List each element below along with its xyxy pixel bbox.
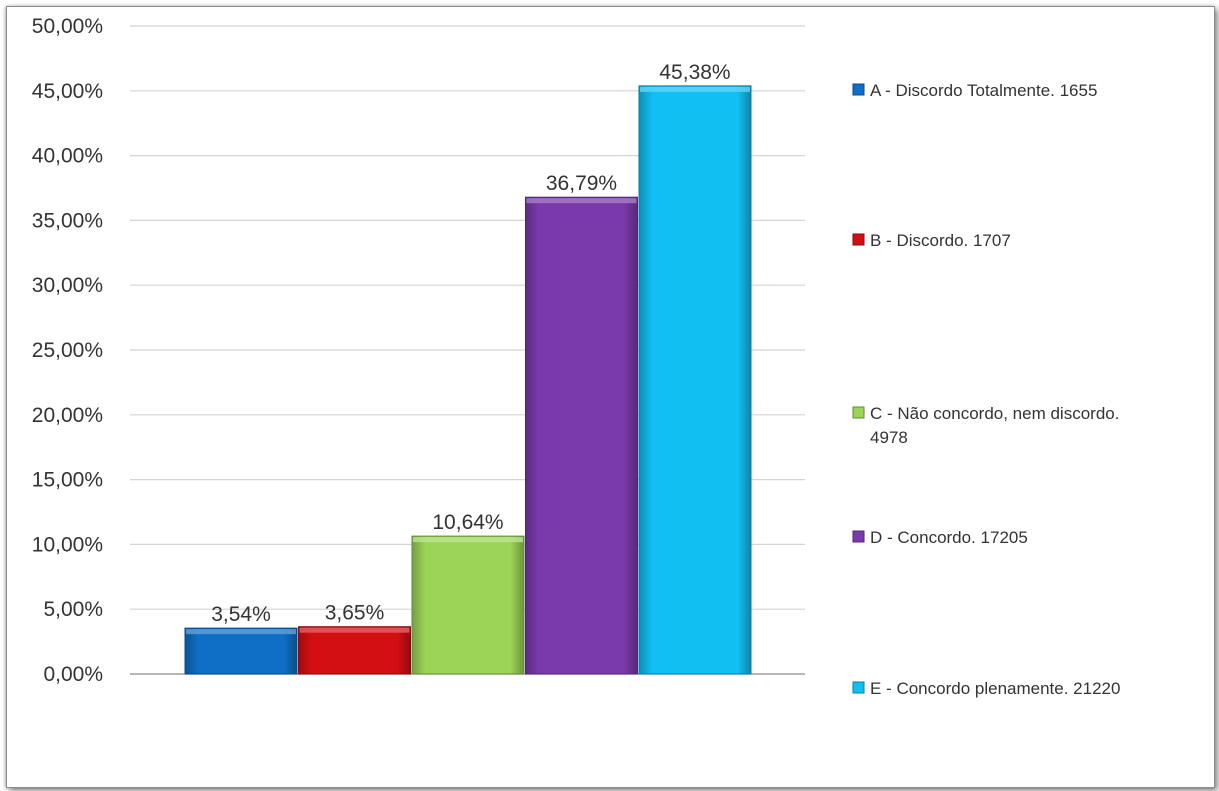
data-label-layer: 3,54% 3,65% 10,64% 36,79% 45,38% <box>211 61 730 626</box>
bar-highlight <box>299 627 410 633</box>
data-label: 36,79% <box>546 172 617 195</box>
legend-label: D - Concordo. 17205 <box>870 528 1028 547</box>
y-tick-label: 35,00% <box>32 209 103 232</box>
legend-item: A - Discordo Totalmente. 1655 <box>852 81 1097 100</box>
legend-label: E - Concordo plenamente. 21220 <box>870 679 1120 698</box>
y-tick-label: 50,00% <box>32 15 103 38</box>
y-axis-tick-labels: 0,00% 5,00% 10,00% 15,00% 20,00% 25,00% 30,00%… <box>32 15 103 686</box>
legend-item: D - Concordo. 17205 <box>852 528 1028 547</box>
data-label: 45,38% <box>659 61 730 84</box>
bar-highlight <box>186 629 296 635</box>
legend-swatch <box>852 83 865 96</box>
legend-label: B - Discordo. 1707 <box>870 231 1011 250</box>
y-tick-label: 40,00% <box>32 145 103 168</box>
legend-item: B - Discordo. 1707 <box>852 231 1011 250</box>
bar <box>525 196 638 675</box>
bar-highlight <box>526 198 637 204</box>
y-tick-label: 30,00% <box>32 274 103 297</box>
data-label: 3,54% <box>211 603 271 626</box>
legend-label: A - Discordo Totalmente. 1655 <box>870 81 1097 100</box>
y-tick-label: 25,00% <box>32 339 103 362</box>
legend-swatch <box>852 681 865 694</box>
bar <box>184 627 298 675</box>
bar-layer <box>184 85 752 675</box>
legend-swatch <box>852 233 865 246</box>
y-tick-label: 15,00% <box>32 469 103 492</box>
bar <box>298 626 411 675</box>
bar <box>638 85 752 675</box>
y-tick-label: 20,00% <box>32 404 103 427</box>
y-tick-label: 5,00% <box>43 598 103 621</box>
legend-label: C - Não concordo, nem discordo. 4978 <box>870 404 1119 447</box>
legend-item: E - Concordo plenamente. 21220 <box>852 679 1120 698</box>
y-tick-label: 10,00% <box>32 533 103 556</box>
legend-swatch <box>852 406 865 419</box>
bar <box>411 535 525 675</box>
data-label: 10,64% <box>432 511 503 534</box>
legend: A - Discordo Totalmente. 1655 B - Discord… <box>852 81 1120 698</box>
y-tick-label: 0,00% <box>43 663 103 686</box>
y-tick-label: 45,00% <box>32 80 103 103</box>
bar-highlight <box>413 537 523 543</box>
bar-highlight <box>640 86 750 92</box>
legend-item: C - Não concordo, nem discordo. 4978 <box>852 404 1119 447</box>
data-label: 3,65% <box>325 602 385 625</box>
legend-swatch <box>852 530 865 543</box>
